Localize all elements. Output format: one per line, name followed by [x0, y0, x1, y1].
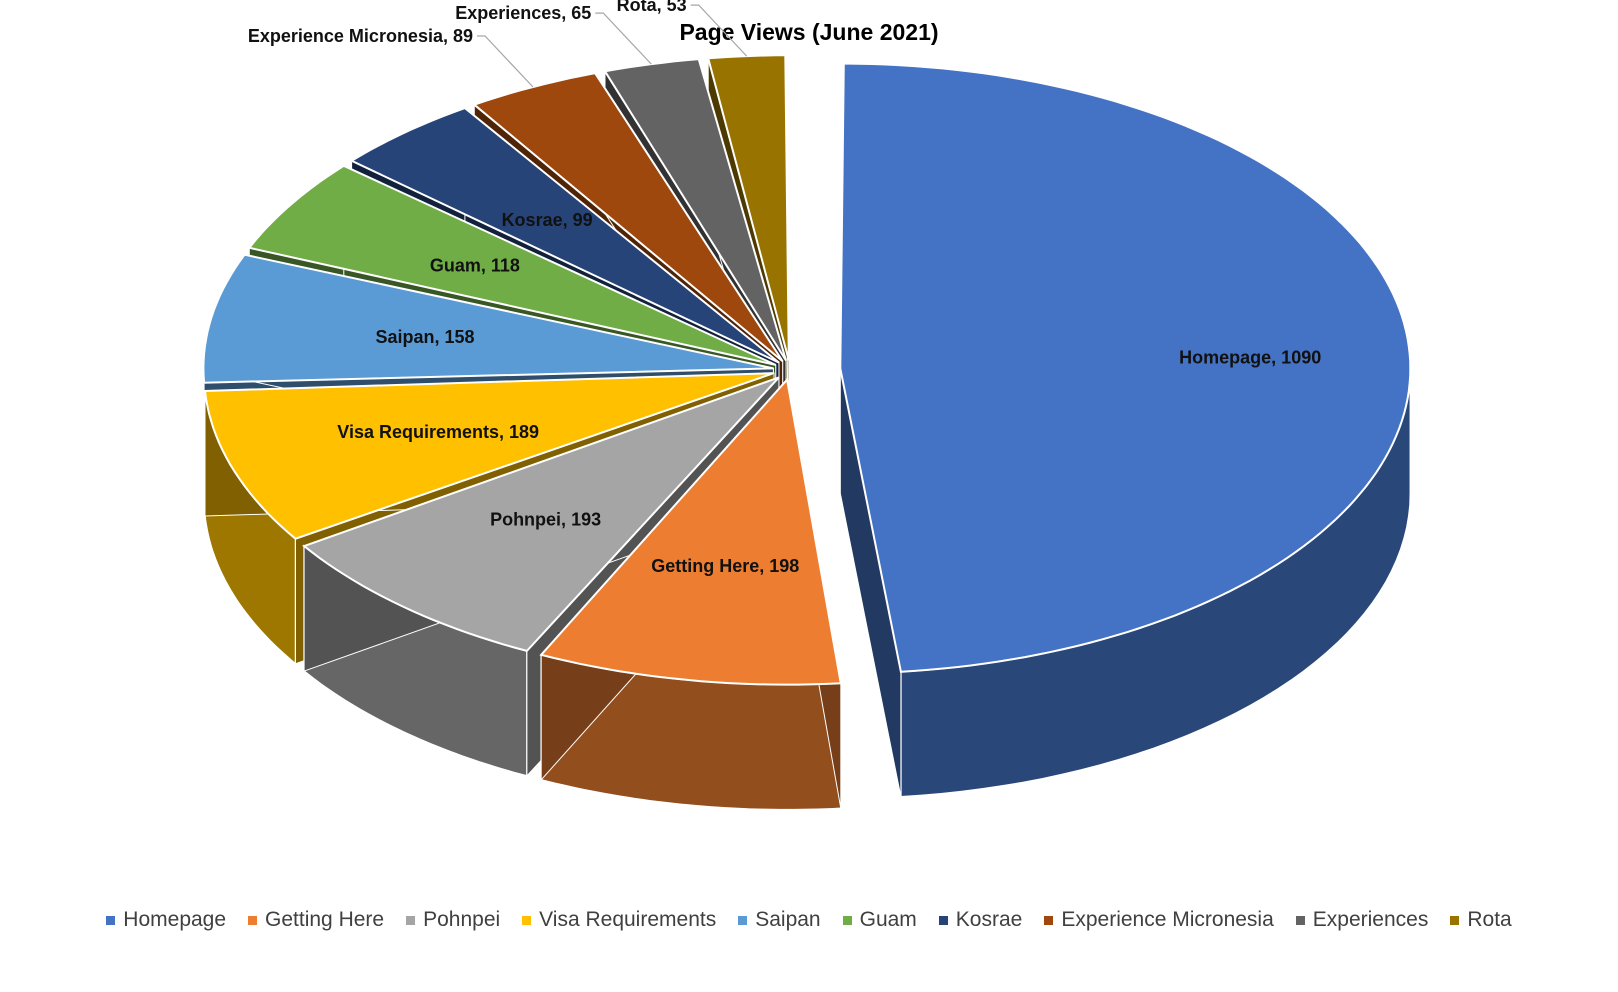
legend-swatch — [1450, 915, 1460, 925]
legend-swatch — [1295, 915, 1305, 925]
legend-swatch — [842, 915, 852, 925]
legend-swatch — [738, 915, 748, 925]
legend-item-homepage: Homepage — [106, 908, 226, 932]
legend-label: Experience Micronesia — [1061, 908, 1274, 931]
slice-kosrae — [349, 106, 780, 364]
slice-pohnpei — [302, 376, 780, 653]
data-label-4: Saipan, 158 — [375, 327, 474, 347]
data-label-6: Kosrae, 99 — [502, 210, 593, 230]
legend-item-experiences: Experiences — [1295, 908, 1429, 932]
legend-swatch — [1044, 915, 1054, 925]
legend-item-experience-micronesia: Experience Micronesia — [1044, 908, 1274, 932]
leader-line-9 — [690, 4, 748, 57]
slice-saipan — [202, 253, 774, 384]
legend-swatch — [106, 915, 116, 925]
slice-homepage — [839, 62, 1412, 673]
legend-label: Getting Here — [265, 908, 385, 931]
chart-title: Page Views (June 2021) — [679, 19, 938, 45]
data-label-3: Visa Requirements, 189 — [337, 422, 539, 442]
legend-label: Saipan — [755, 908, 821, 931]
legend-swatch — [406, 915, 416, 925]
legend-item-guam: Guam — [842, 908, 917, 932]
data-label-1: Getting Here, 198 — [651, 556, 799, 576]
legend-item-saipan: Saipan — [738, 908, 821, 932]
legend-label: Visa Requirements — [539, 908, 717, 931]
data-label-7: Experience Micronesia, 89 — [248, 26, 473, 46]
legend-item-visa-requirements: Visa Requirements — [522, 908, 716, 932]
leader-line-7 — [477, 35, 534, 88]
legend-label: Homepage — [123, 908, 227, 931]
data-label-2: Pohnpei, 193 — [490, 509, 601, 529]
legend-swatch — [938, 915, 948, 925]
slice-guam — [247, 164, 777, 366]
legend-item-kosrae: Kosrae — [938, 908, 1023, 932]
data-label-5: Guam, 118 — [430, 256, 520, 276]
slice-visa-requirements — [203, 372, 775, 540]
slice-experiences — [603, 58, 787, 362]
data-label-0: Homepage, 1090 — [1179, 348, 1321, 368]
legend-swatch — [522, 915, 532, 925]
legend-label: Guam — [859, 908, 917, 931]
legend-label: Kosrae — [955, 908, 1023, 931]
leader-line-8 — [595, 12, 652, 65]
slice-getting-here — [539, 377, 842, 686]
legend-item-getting-here: Getting Here — [248, 908, 384, 932]
legend-swatch — [248, 915, 258, 925]
legend-item-pohnpei: Pohnpei — [406, 908, 500, 932]
data-label-8: Experiences, 65 — [455, 3, 591, 23]
data-label-9: Rota, 53 — [617, 0, 687, 15]
legend: Homepage Getting Here Pohnpei Visa Requirem… — [0, 908, 1618, 932]
legend-item-rota: Rota — [1450, 908, 1512, 932]
legend-label: Rota — [1467, 908, 1512, 931]
legend-label: Experiences — [1312, 908, 1429, 931]
legend-label: Pohnpei — [423, 908, 501, 931]
